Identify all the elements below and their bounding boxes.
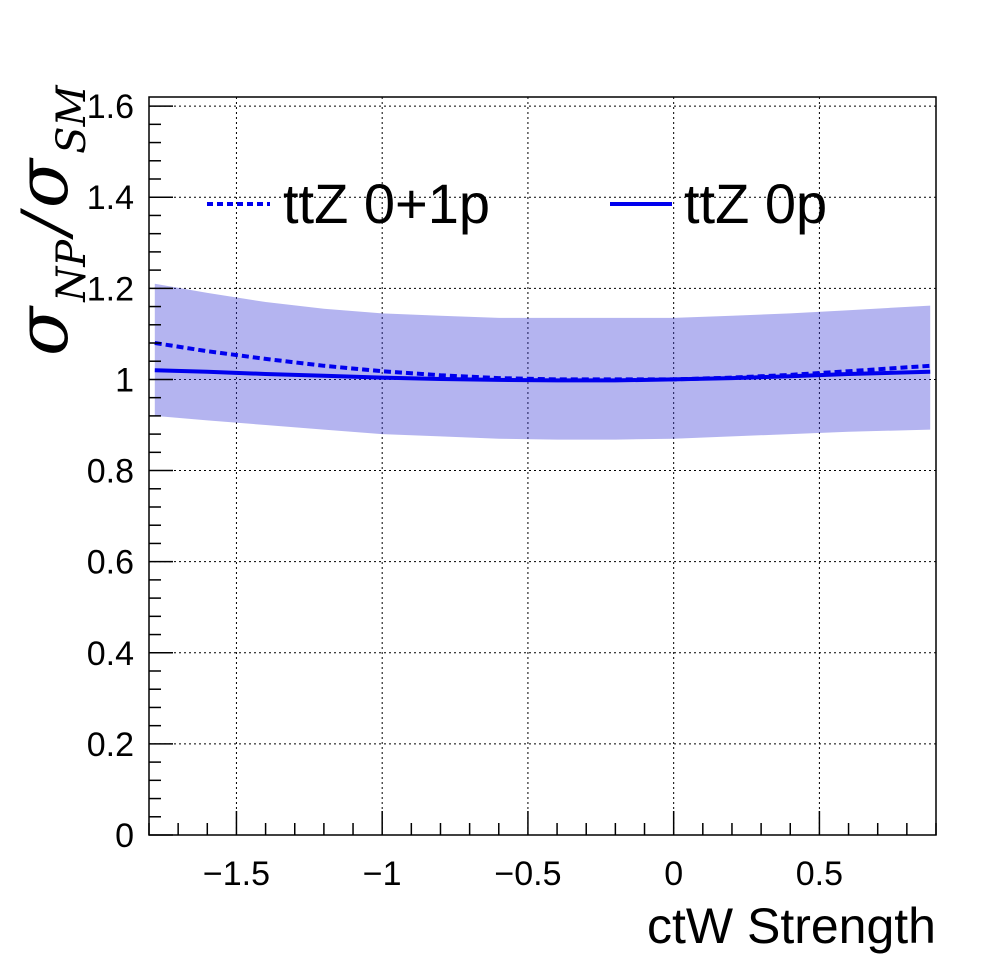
legend: ttZ 0+1p ttZ 0p xyxy=(207,172,827,235)
y-axis-sigma-sm: σ xyxy=(0,157,84,208)
x-tick-label-1: −1 xyxy=(363,855,402,893)
y-tick-label-8: 1.6 xyxy=(87,88,134,126)
y-tick-label-3: 0.6 xyxy=(87,544,134,582)
x-tick-label-0: −1.5 xyxy=(203,855,270,893)
y-tick-label-7: 1.4 xyxy=(87,179,134,217)
y-axis-slash: / xyxy=(9,208,83,241)
y-tick-label-0: 0 xyxy=(115,817,134,855)
y-tick-label-1: 0.2 xyxy=(87,726,134,764)
grid xyxy=(149,97,936,835)
x-axis-title: ctW Strength xyxy=(647,898,936,954)
y-tick-label-6: 1.2 xyxy=(87,270,134,308)
y-tick-labels: 0 0.2 0.4 0.6 0.8 1 1.2 1.4 1.6 xyxy=(87,88,134,855)
ticks xyxy=(148,105,937,836)
y-tick-label-2: 0.4 xyxy=(87,635,134,673)
series-lines xyxy=(154,341,931,383)
band-area xyxy=(154,283,931,440)
x-tick-label-4: 0.5 xyxy=(796,855,843,893)
y-axis-sub-sm: SM xyxy=(49,84,95,153)
plot-frame xyxy=(148,96,937,836)
y-tick-label-5: 1 xyxy=(115,361,134,399)
y-axis-title: σ NP / σ SM xyxy=(0,84,95,356)
y-axis-sigma-np: σ xyxy=(0,305,84,356)
x-tick-labels: −1.5 −1 −0.5 0 0.5 xyxy=(203,855,843,893)
x-tick-label-2: −0.5 xyxy=(494,855,561,893)
series-line-1 xyxy=(154,368,931,383)
y-tick-label-4: 0.8 xyxy=(87,453,134,491)
legend-label-0: ttZ 0+1p xyxy=(283,172,490,235)
svg-text:σ NP / σ: σ NP / σ SM xyxy=(0,84,95,356)
x-tick-label-3: 0 xyxy=(664,855,683,893)
uncertainty-band xyxy=(154,283,931,440)
y-axis-sub-np: NP xyxy=(49,239,95,303)
legend-label-1: ttZ 0p xyxy=(684,172,827,235)
